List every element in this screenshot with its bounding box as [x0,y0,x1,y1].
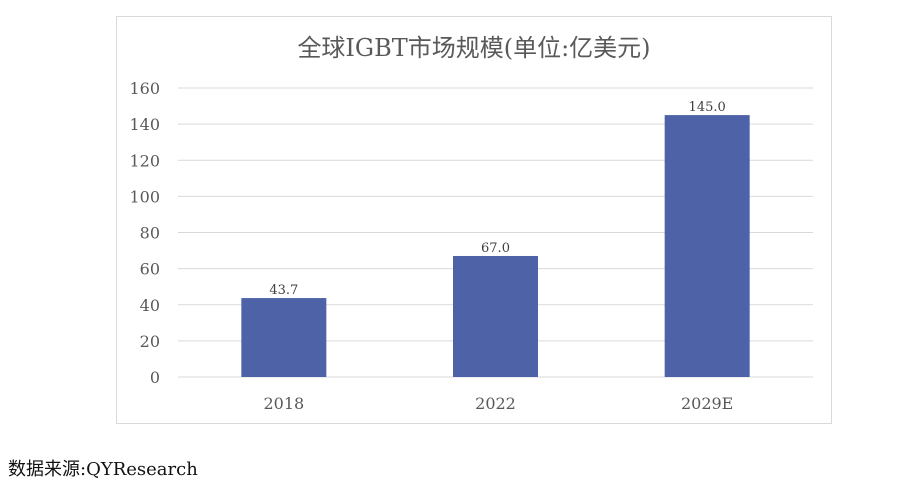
source-note: 数据来源:QYResearch [8,459,198,480]
y-tick-label: 0 [150,368,160,387]
y-tick-label: 60 [140,260,160,279]
data-label: 67.0 [481,241,510,256]
bar [241,298,327,377]
data-labels: 43.7 67.0 145.0 [269,100,725,298]
bar [453,255,538,377]
y-axis-ticks: 0 20 40 60 80 100 120 140 160 [129,79,160,387]
y-tick-label: 160 [129,79,160,98]
chart-title: 全球IGBT市场规模(单位:亿美元) [297,34,650,62]
data-label: 145.0 [689,100,726,115]
y-tick-label: 100 [129,187,160,206]
bar [664,115,750,377]
y-tick-label: 80 [140,224,160,243]
bars [241,115,750,377]
y-tick-label: 40 [140,296,160,315]
y-tick-label: 20 [140,332,160,351]
x-axis-ticks: 2018 2022 2029E [263,394,733,413]
data-label: 43.7 [269,283,298,298]
x-tick-label: 2022 [475,394,516,413]
y-tick-label: 140 [129,115,160,134]
x-tick-label: 2018 [263,394,304,413]
y-tick-label: 120 [129,151,160,170]
x-tick-label: 2029E [681,394,733,413]
